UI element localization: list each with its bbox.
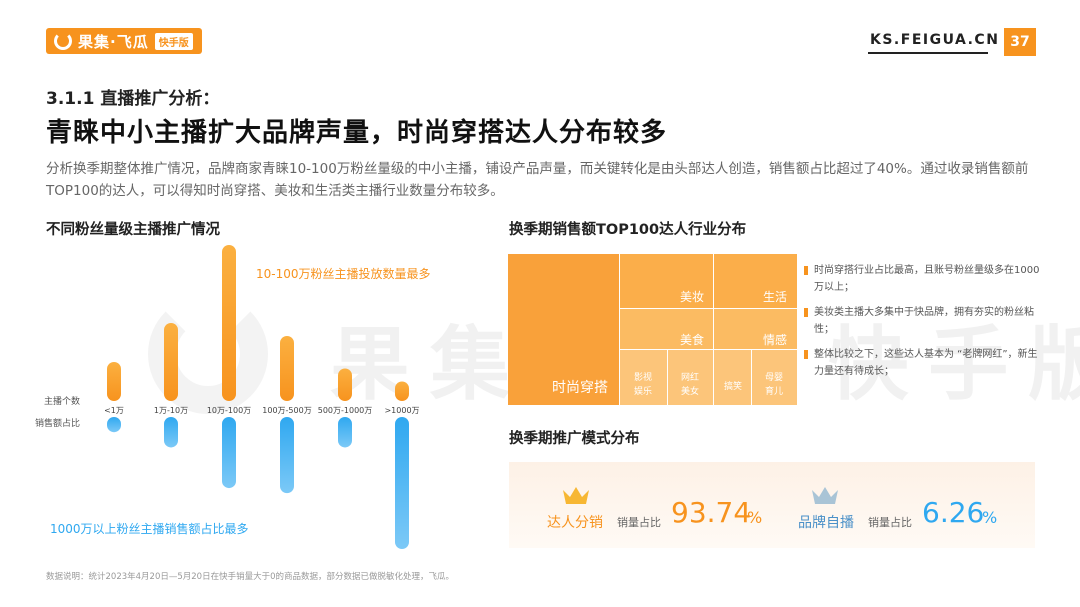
- treemap-cell: [620, 309, 714, 350]
- note-item: 美妆类主播大多集中于快品牌，拥有夯实的粉丝粘性；: [804, 304, 1040, 338]
- mode-title: 换季期推广模式分布: [509, 431, 640, 447]
- mode-name: 达人分销: [547, 515, 603, 531]
- treemap-notes: 时尚穿搭行业占比最高，且账号粉丝量级多在1000万以上； 美妆类主播大多集中于快…: [804, 262, 1040, 388]
- treemap-cell: [714, 350, 752, 406]
- mode-item-distribution: 达人分销 销量占比 93.74 %: [509, 462, 772, 548]
- tier-label: 10万-100万: [207, 406, 251, 415]
- annotation-top: 10-100万粉丝主播投放数量最多: [256, 266, 431, 281]
- tier-label: >1000万: [384, 406, 419, 415]
- bar-count: [222, 245, 236, 401]
- bar-share: [107, 417, 121, 433]
- mode-value: 6.26: [922, 496, 985, 529]
- brand-logo: 果集·飞瓜 快手版: [46, 28, 202, 54]
- bar-count: [164, 323, 178, 401]
- note-item: 整体比较之下，这些达人基本为 “老牌网红”，新生力量还有待成长；: [804, 346, 1040, 380]
- mode-item-self-broadcast: 品牌自播 销量占比 6.26 %: [772, 462, 1035, 548]
- note-item: 时尚穿搭行业占比最高，且账号粉丝量级多在1000万以上；: [804, 262, 1040, 296]
- treemap-cell: [668, 350, 714, 406]
- bar-share: [338, 417, 352, 448]
- mode-name: 品牌自播: [798, 515, 854, 531]
- site-url: KS.FEIGUA.CN: [870, 32, 1000, 48]
- treemap-cell: [620, 254, 714, 309]
- tier-label: <1万: [104, 406, 124, 415]
- bar-share: [164, 417, 178, 448]
- bar-share: [280, 417, 294, 494]
- treemap-cell: [714, 309, 798, 350]
- treemap-label: 母婴 育儿: [765, 373, 784, 397]
- bar-share: [395, 417, 409, 549]
- treemap-label: 时尚穿搭: [552, 380, 608, 396]
- industry-treemap: 时尚穿搭 美妆 生活美食 情感影视 娱乐 网红 美女 搞笑 母婴 育儿: [508, 254, 798, 406]
- treemap-cell: [714, 254, 798, 309]
- bar-count: [338, 368, 352, 401]
- bar-count: [395, 381, 409, 401]
- tier-label: 100万-500万: [262, 406, 311, 415]
- series-label-count: 主播个数: [44, 395, 80, 407]
- tier-label: 500万-1000万: [318, 406, 373, 415]
- treemap-title: 换季期销售额TOP100达人行业分布: [509, 222, 747, 238]
- mode-unit: %: [982, 508, 998, 527]
- crown-icon: [563, 487, 589, 504]
- bar-count: [107, 362, 121, 401]
- treemap-cell: [620, 350, 668, 406]
- tier-chart-title: 不同粉丝量级主播推广情况: [46, 222, 220, 238]
- bar-count: [280, 336, 294, 401]
- tier-label: 1万-10万: [154, 406, 188, 415]
- treemap-cell: [752, 350, 798, 406]
- mode-metric-label: 销量占比: [617, 516, 661, 529]
- site-url-underline: [868, 52, 988, 54]
- treemap-label: 情感: [763, 333, 788, 347]
- mode-value: 93.74: [671, 496, 752, 529]
- data-footnote: 数据说明：统计2023年4月20日—5月20日在快手销量大于0的商品数据，部分数…: [46, 572, 454, 582]
- mode-unit: %: [747, 508, 763, 527]
- logo-text: 果集·飞瓜: [78, 32, 149, 51]
- section-heading: 3.1.1 直播推广分析：: [46, 89, 220, 109]
- page-title: 青睐中小主播扩大品牌声量，时尚穿搭达人分布较多: [46, 118, 668, 148]
- treemap-label: 生活: [763, 290, 788, 304]
- treemap-label: 美妆: [680, 290, 705, 304]
- page-description: 分析换季期整体推广情况，品牌商家青睐10-100万粉丝量级的中小主播，铺设产品声…: [46, 161, 1029, 199]
- treemap-cell: [508, 254, 620, 406]
- bar-share: [222, 417, 236, 489]
- mode-panel: 达人分销 销量占比 93.74 % 品牌自播 销量占比 6.26 %: [509, 462, 1035, 548]
- series-label-share: 销售额占比: [35, 417, 80, 429]
- mode-metric-label: 销量占比: [868, 516, 912, 529]
- logo-icon: [54, 32, 72, 50]
- treemap-label: 网红 美女: [681, 373, 700, 397]
- treemap-label: 美食: [680, 333, 705, 347]
- treemap-label: 搞笑: [724, 382, 743, 392]
- page-number: 37: [1004, 28, 1036, 56]
- logo-badge: 快手版: [154, 32, 193, 50]
- treemap-label: 影视 娱乐: [634, 373, 653, 397]
- crown-icon: [812, 487, 838, 504]
- annotation-bottom: 1000万以上粉丝主播销售额占比最多: [50, 521, 249, 536]
